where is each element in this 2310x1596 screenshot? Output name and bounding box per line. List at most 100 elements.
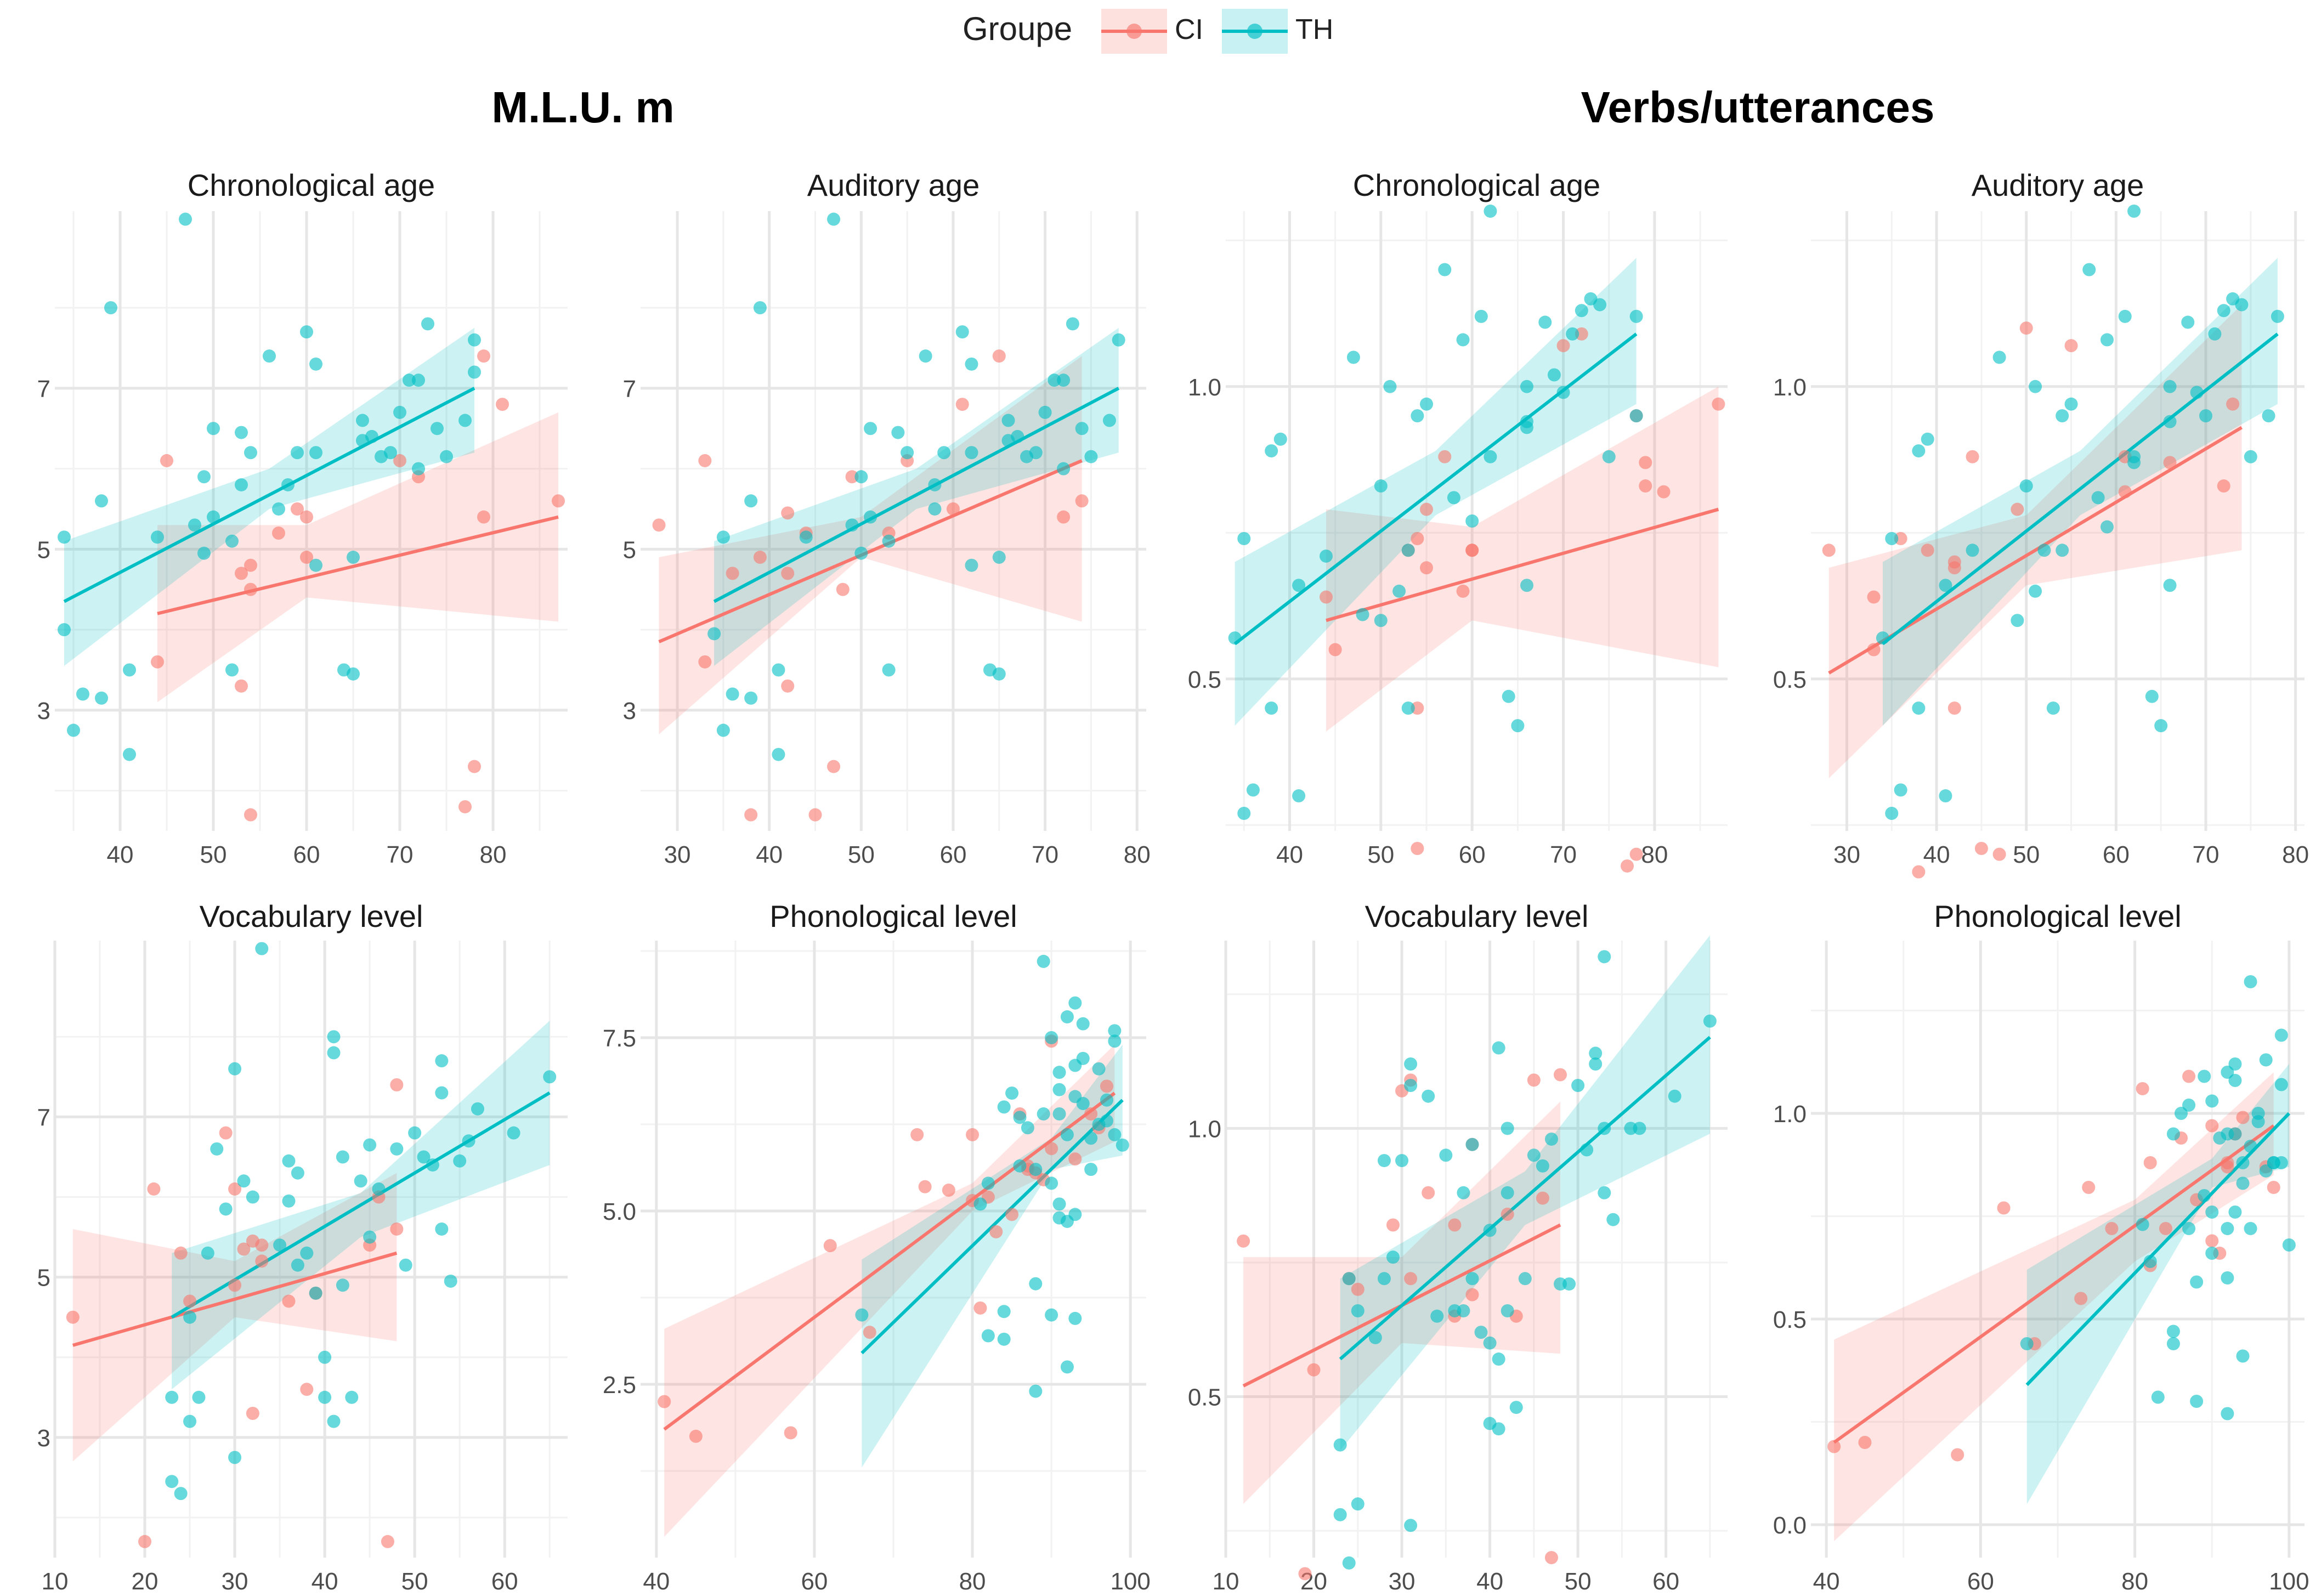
panel-3-point-th (327, 1030, 341, 1044)
panel-4-point-th (1084, 1163, 1098, 1176)
legend-key-ci (1101, 9, 1167, 54)
panel-7-point-th (1668, 1089, 1681, 1103)
panel-4-x-tick-label: 100 (1110, 1568, 1150, 1595)
panel-6-point-ci (2217, 479, 2230, 493)
panel-7-point-th (1598, 1186, 1611, 1199)
panel-5-point-th (1320, 549, 1333, 563)
panel-7-point-th (1377, 1272, 1391, 1286)
panel-2-x-tick-label: 80 (1124, 841, 1151, 868)
panel-6-point-th (2154, 719, 2168, 733)
panel-3-point-th (336, 1278, 349, 1292)
panel-5-band-ci (1326, 386, 1719, 732)
panel-7-point-ci (1307, 1363, 1321, 1377)
panel-6-point-ci (1974, 841, 1988, 855)
panel-8-point-th (2244, 975, 2257, 988)
panel-7-point-th (1492, 1422, 1505, 1436)
panel-8-point-ci (2136, 1082, 2149, 1095)
panel-5-point-th (1547, 368, 1561, 382)
panel-3-point-th (399, 1258, 412, 1272)
panel-7-band-ci (1243, 1101, 1560, 1504)
panel-2-y-tick-label: 7 (623, 376, 636, 403)
panel-8-point-th (2143, 1255, 2157, 1268)
panel-7-point-th (1501, 1186, 1514, 1199)
panel-3-point-th (336, 1150, 349, 1164)
panel-1-point-th (309, 357, 322, 371)
panel-1-fit-line-ci (157, 515, 559, 615)
panel-8-point-th (2228, 1206, 2242, 1219)
panel-2-point-th (854, 546, 868, 560)
panel-1-point-ci (244, 558, 257, 572)
panel-3-y-tick-label: 3 (37, 1425, 50, 1452)
panel-4-y-tick-label: 7.5 (603, 1025, 636, 1052)
panel-8-point-th (2221, 1407, 2234, 1420)
panel-4-point-th (855, 1308, 869, 1322)
panel-6-point-th (1966, 544, 1979, 557)
panel-2-point-th (726, 687, 739, 701)
panel-4-point-ci (784, 1426, 797, 1440)
panel-7-point-th (1465, 1137, 1479, 1151)
panel-5-point-th (1346, 350, 1360, 364)
panel-7-point-th (1606, 1213, 1620, 1226)
panel-6-point-th (2127, 205, 2141, 218)
panel-6-point-th (2037, 544, 2051, 557)
panel-4-x-tick-label: 80 (959, 1568, 986, 1595)
panel-8-point-th (2182, 1099, 2196, 1112)
panel-5-point-th (1401, 544, 1415, 557)
panel-1-point-th (67, 723, 80, 737)
panel-1-point-th (95, 494, 108, 508)
panel-7-y-tick-label: 0.5 (1188, 1384, 1221, 1411)
panel-4-point-th (1052, 1197, 1066, 1211)
panel-6-band-ci (1828, 304, 2242, 779)
panel-7-point-th (1562, 1277, 1576, 1291)
panel-7-point-ci (1465, 1288, 1479, 1301)
panel-2-point-th (753, 301, 767, 315)
panel-7-point-th (1333, 1438, 1347, 1452)
panel-1-point-ci (235, 567, 248, 580)
panel-1-point-th (384, 446, 397, 460)
panel-7-point-th (1377, 1154, 1391, 1168)
panel-5-point-ci (1456, 584, 1470, 598)
panel-6-point-th (1885, 807, 1899, 820)
panel-1-point-th (225, 663, 239, 677)
panel-2-point-th (1112, 333, 1125, 347)
panel-2-title: Auditory age (807, 168, 980, 202)
panel-2-point-ci (698, 655, 712, 669)
panel-7-point-th (1465, 1272, 1479, 1286)
panel-4-point-th (1037, 1107, 1050, 1121)
panel-8-point-th (2166, 1325, 2180, 1338)
panel-4-band-ci (664, 1044, 1115, 1537)
panel-4-point-th (1108, 1024, 1122, 1038)
panel-6-point-th (2029, 380, 2042, 393)
panel-6-point-ci (1822, 544, 1836, 557)
panel-7-y-tick-label: 1.0 (1188, 1116, 1221, 1142)
panel-2-point-th (965, 446, 978, 460)
panel-5-title: Chronological age (1353, 168, 1600, 202)
panel-2-point-th (772, 748, 785, 761)
panel-8-x-tick-label: 60 (1967, 1568, 1994, 1595)
panel-8-point-th (2251, 1107, 2265, 1120)
panel-3-point-th (291, 1166, 304, 1180)
panel-3-point-th (435, 1086, 449, 1100)
panel-3-point-th (183, 1310, 197, 1324)
panel-1-y-tick-label: 3 (37, 698, 50, 725)
panel-6-point-ci (2226, 397, 2240, 411)
panel-5-point-th (1629, 409, 1643, 423)
panel-2-point-th (799, 530, 813, 544)
panel-7-point-th (1501, 1304, 1514, 1317)
panel-3-point-ci (390, 1078, 404, 1091)
panel-5-point-ci (1712, 397, 1725, 411)
panel-3-x-tick-label: 50 (401, 1568, 428, 1595)
panel-7-point-ci (1544, 1551, 1558, 1564)
panel-4-point-th (1076, 1017, 1090, 1031)
panel-1-point-ci (552, 494, 565, 508)
panel-8-point-th (2205, 1247, 2219, 1260)
panel-5-x-tick-label: 40 (1276, 841, 1303, 868)
panel-3-point-ci (66, 1310, 80, 1324)
panel-1-point-th (151, 530, 164, 544)
panel-6-point-th (2163, 579, 2177, 592)
panel-7-point-ci (1536, 1191, 1549, 1205)
panel-5-point-th (1383, 380, 1397, 393)
panel-8-point-th (2198, 1069, 2211, 1083)
panel-6-point-th (1894, 783, 1907, 797)
panel-2-x-tick-label: 40 (756, 841, 783, 868)
